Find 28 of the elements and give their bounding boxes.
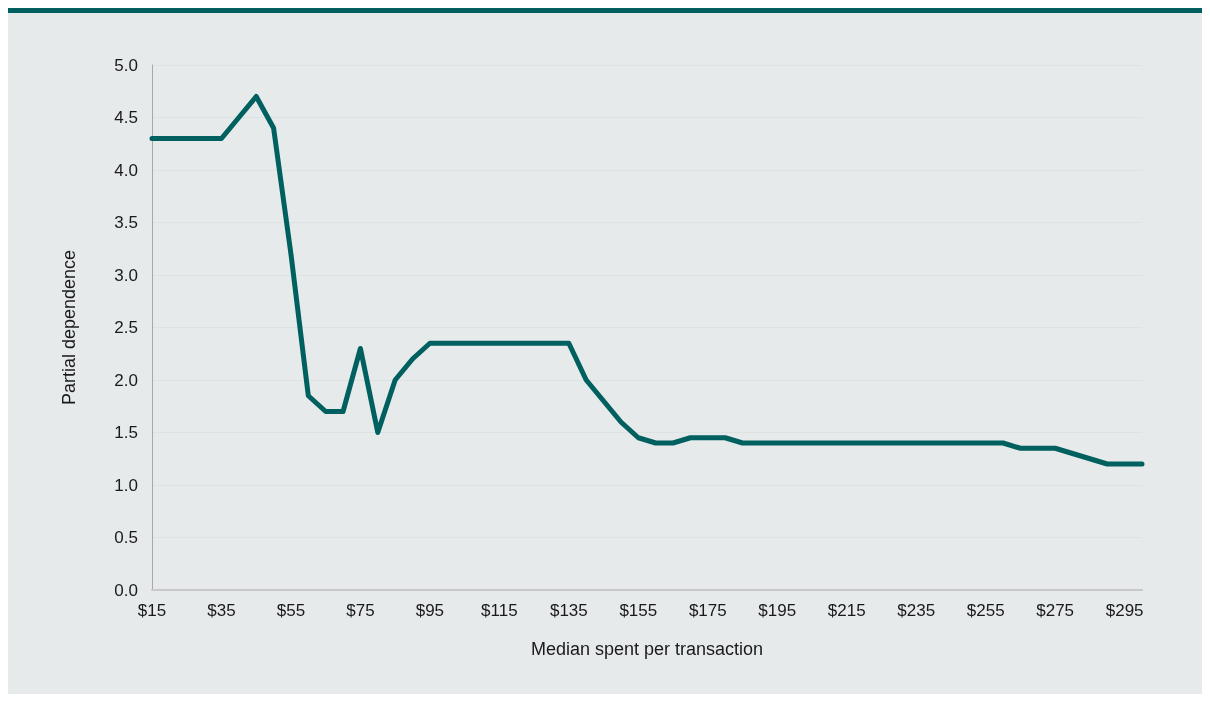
y-tick-label: 2.0 [114, 370, 138, 390]
x-tick-label: $295 [1105, 601, 1144, 620]
x-tick-label: $195 [758, 601, 797, 620]
x-tick-label: $175 [688, 601, 727, 620]
y-tick-label: 3.5 [114, 213, 138, 232]
x-tick-label: $235 [897, 601, 936, 620]
x-tick-label: $15 [137, 601, 167, 620]
x-tick-label: $155 [619, 601, 658, 620]
x-tick-label: $35 [207, 601, 236, 620]
y-tick-label: 0.5 [114, 528, 138, 547]
x-axis-title: Median spent per transaction [530, 639, 764, 659]
y-tick-label: 5.0 [114, 55, 138, 75]
y-tick-label: 2.5 [114, 318, 138, 337]
x-tick-label: $135 [549, 601, 588, 620]
y-tick-label: 4.5 [114, 108, 138, 127]
y-tick-label: 4.0 [114, 160, 138, 180]
y-tick-label: 1.0 [114, 475, 138, 495]
x-tick-label: $75 [346, 601, 375, 620]
x-tick-label: $255 [966, 601, 1005, 620]
y-tick-label: 1.5 [114, 423, 138, 442]
x-tick-label: $95 [415, 601, 445, 620]
x-tick-label: $115 [481, 601, 518, 620]
y-tick-label: 0.0 [114, 580, 138, 600]
x-tick-label: $275 [1036, 601, 1075, 620]
y-tick-label: 3.0 [114, 265, 138, 285]
x-tick-label: $55 [276, 601, 306, 620]
x-tick-label: $215 [827, 601, 866, 620]
y-axis-title: Partial dependence [59, 249, 79, 406]
